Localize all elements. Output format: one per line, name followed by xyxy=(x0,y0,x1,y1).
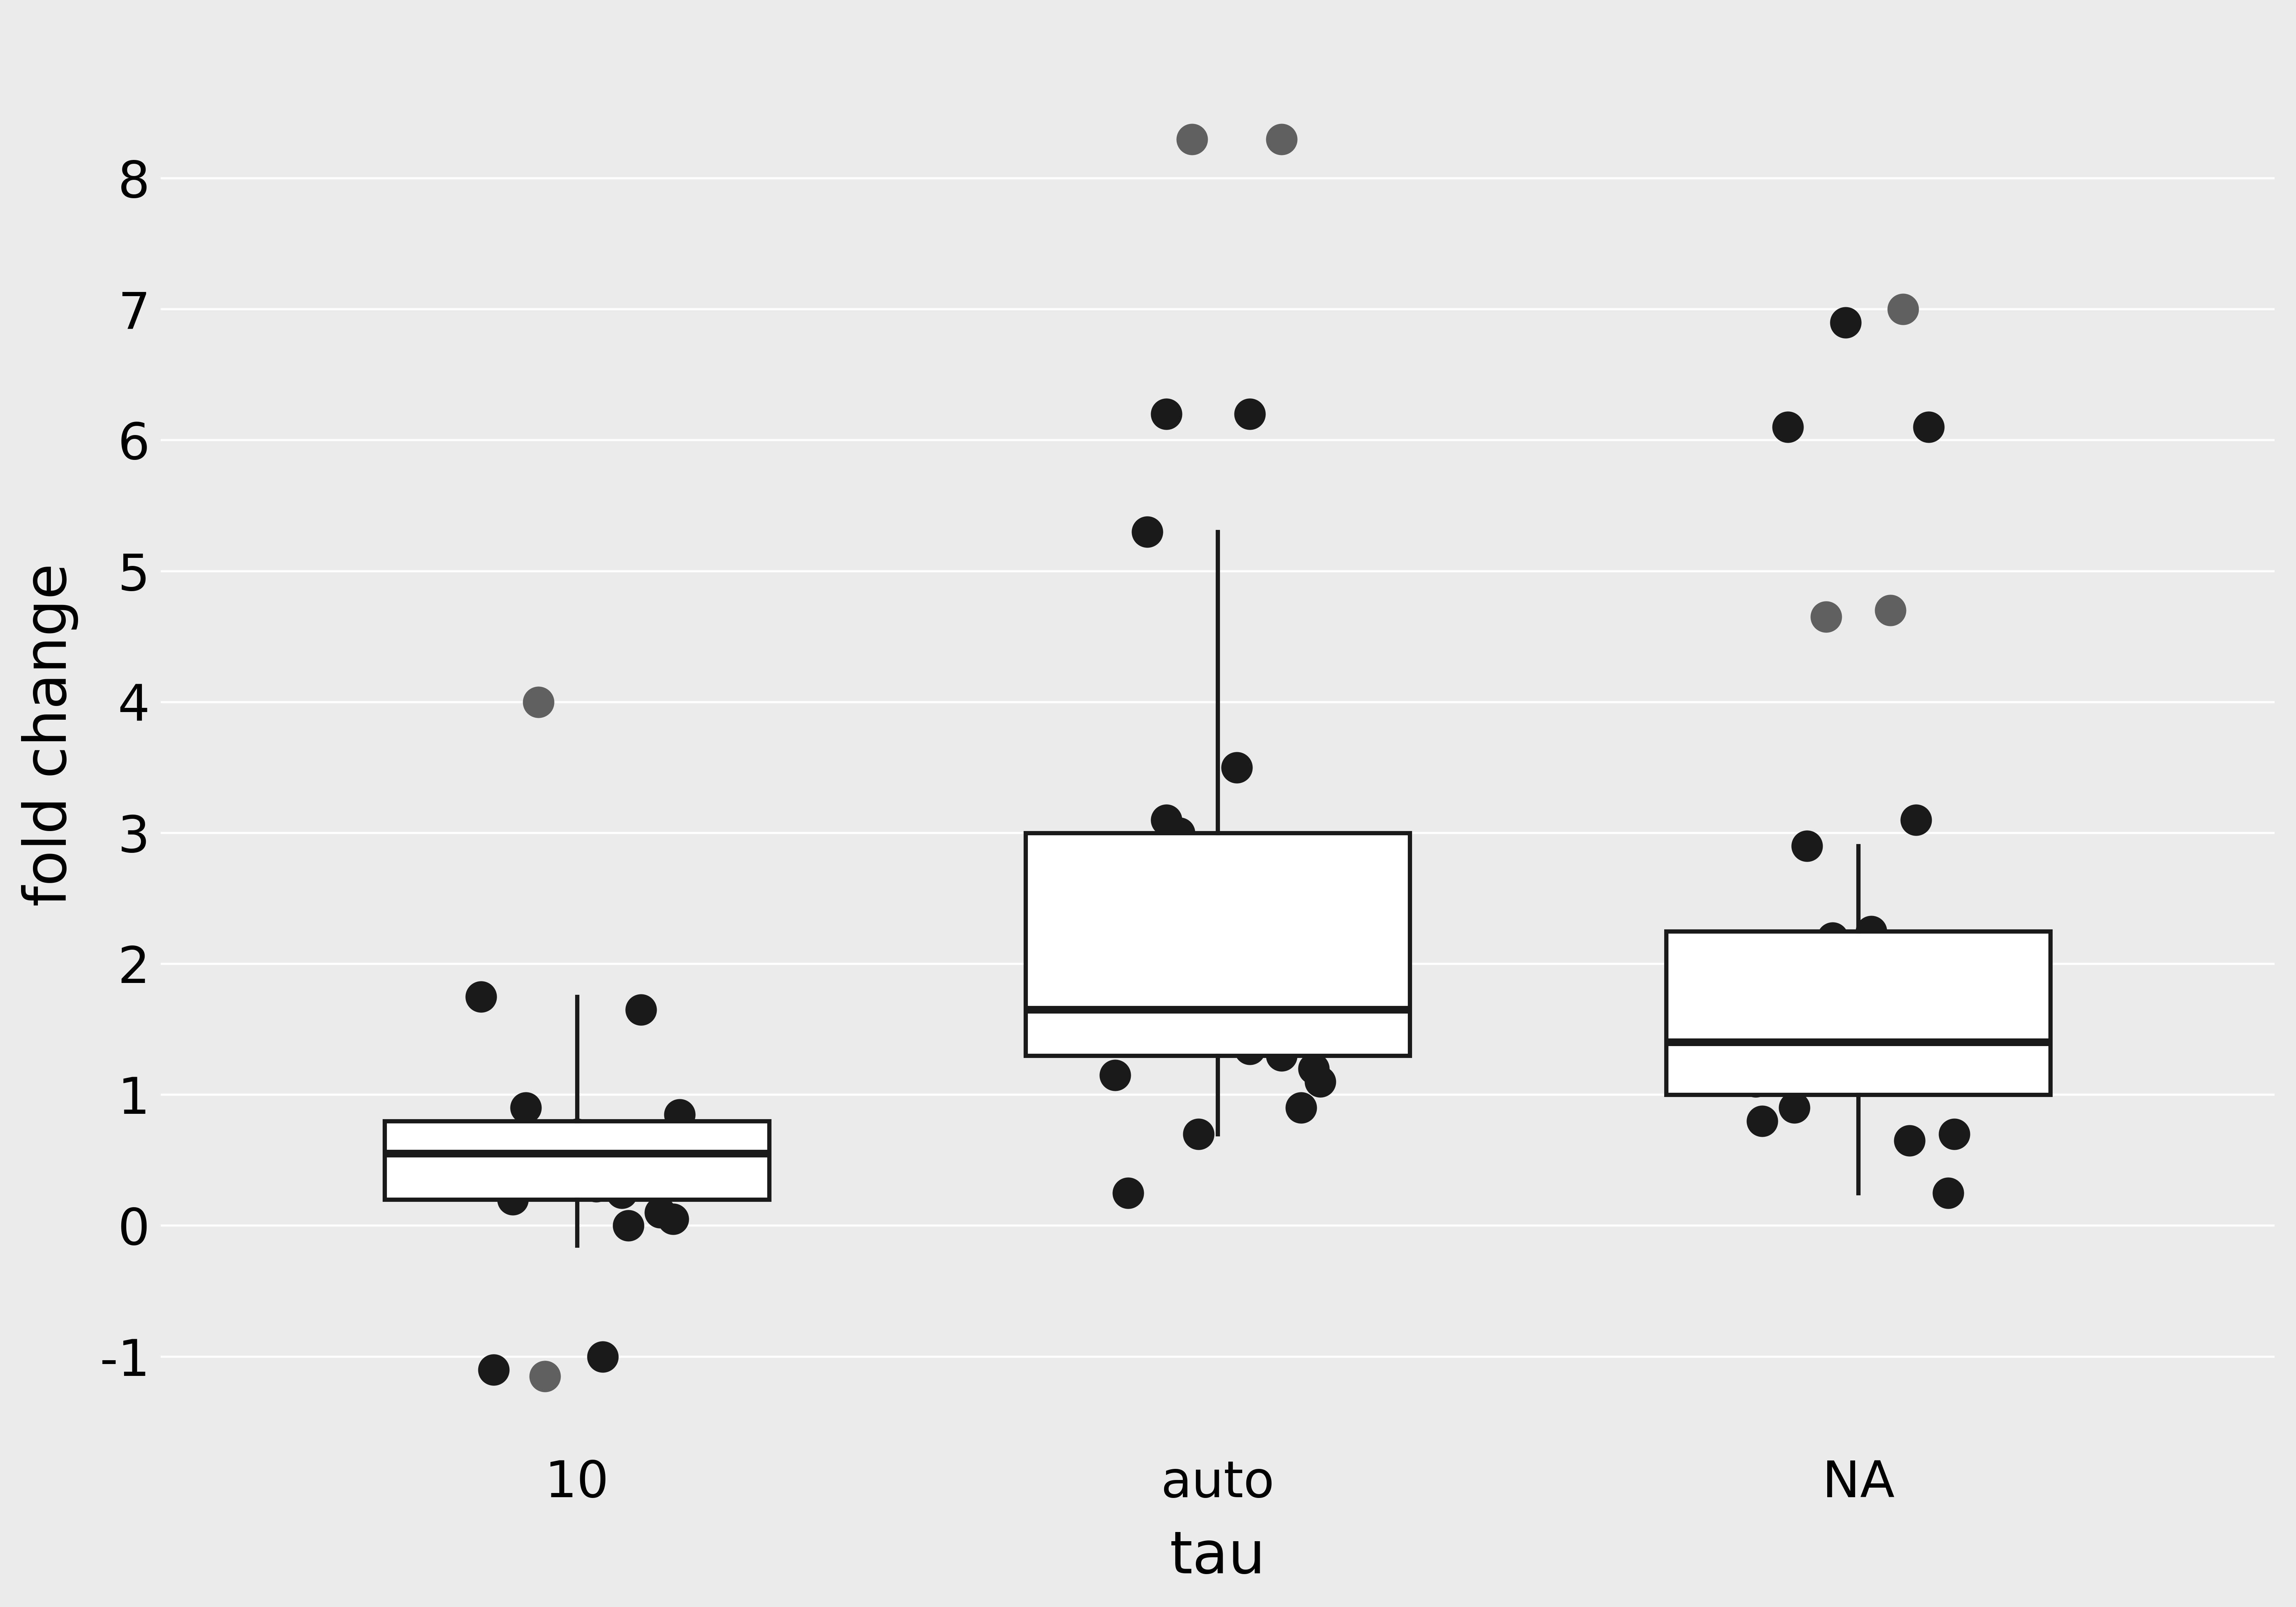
Point xyxy=(1277,1009,1313,1035)
Point xyxy=(1162,820,1199,845)
Y-axis label: fold change: fold change xyxy=(21,562,78,906)
Point xyxy=(1134,996,1171,1022)
Point xyxy=(647,1173,684,1199)
Point xyxy=(507,1094,544,1120)
Point xyxy=(1231,402,1267,427)
Point xyxy=(579,1173,615,1199)
Point xyxy=(1263,127,1300,153)
Point xyxy=(1775,1094,1812,1120)
Point xyxy=(1871,598,1908,624)
Point xyxy=(494,1186,530,1212)
Point xyxy=(1295,1056,1332,1082)
Point xyxy=(1924,996,1961,1022)
Point xyxy=(1853,918,1890,943)
Point xyxy=(1828,310,1864,336)
Point xyxy=(1814,924,1851,950)
Point xyxy=(540,1135,576,1160)
Point xyxy=(611,1213,647,1239)
Point xyxy=(1828,1043,1864,1069)
Point xyxy=(1867,1049,1903,1075)
Point xyxy=(1102,924,1139,950)
Point xyxy=(1231,1037,1267,1062)
Bar xyxy=(386,1122,769,1199)
Point xyxy=(1199,945,1235,971)
Point xyxy=(1097,1062,1134,1088)
Point xyxy=(475,1356,512,1382)
Point xyxy=(1878,1003,1915,1028)
Point xyxy=(1738,1069,1775,1094)
Point xyxy=(1244,1003,1281,1028)
Point xyxy=(1199,1024,1235,1049)
Point xyxy=(643,1200,680,1226)
Point xyxy=(1750,1030,1786,1056)
Point xyxy=(636,1141,673,1167)
Point xyxy=(1892,1128,1929,1154)
Point xyxy=(1936,1122,1972,1147)
Point xyxy=(1109,1180,1146,1205)
Point xyxy=(558,1122,595,1147)
Point xyxy=(1770,415,1807,440)
Point xyxy=(1219,755,1256,781)
Point xyxy=(661,1101,698,1127)
Point xyxy=(1839,996,1876,1022)
Point xyxy=(590,1160,627,1186)
Point xyxy=(1155,951,1192,977)
Point xyxy=(583,1343,620,1369)
Point xyxy=(597,1147,634,1173)
Point xyxy=(1929,1180,1965,1205)
Point xyxy=(482,1128,519,1154)
Point xyxy=(1885,296,1922,321)
Point xyxy=(1123,964,1159,990)
Point xyxy=(1283,1094,1320,1120)
Point xyxy=(526,1154,563,1180)
Point xyxy=(1896,807,1933,832)
Point xyxy=(1302,1069,1339,1094)
Point xyxy=(1173,127,1210,153)
Point xyxy=(526,1363,563,1388)
Point xyxy=(1802,990,1839,1016)
Point xyxy=(1903,1056,1940,1082)
Point xyxy=(1251,898,1288,924)
Point xyxy=(1148,807,1185,832)
Point xyxy=(1807,604,1844,630)
Point xyxy=(1148,402,1185,427)
Point xyxy=(1782,996,1818,1022)
Point xyxy=(1745,1109,1782,1135)
Point xyxy=(1130,519,1166,545)
Point xyxy=(622,996,659,1022)
X-axis label: tau: tau xyxy=(1169,1528,1265,1586)
Point xyxy=(1789,1037,1825,1062)
Point xyxy=(1763,1043,1800,1069)
Point xyxy=(1180,1122,1217,1147)
Point xyxy=(1166,1009,1203,1035)
Point xyxy=(654,1207,691,1233)
Point xyxy=(1263,1043,1300,1069)
Point xyxy=(1789,832,1825,858)
Point xyxy=(615,1167,652,1192)
Point xyxy=(604,1180,641,1205)
Bar xyxy=(1026,832,1410,1056)
Point xyxy=(521,689,558,715)
Bar xyxy=(1667,930,2050,1094)
Point xyxy=(1917,1009,1954,1035)
Point xyxy=(1910,415,1947,440)
Point xyxy=(1936,1017,1972,1043)
Point xyxy=(461,983,498,1009)
